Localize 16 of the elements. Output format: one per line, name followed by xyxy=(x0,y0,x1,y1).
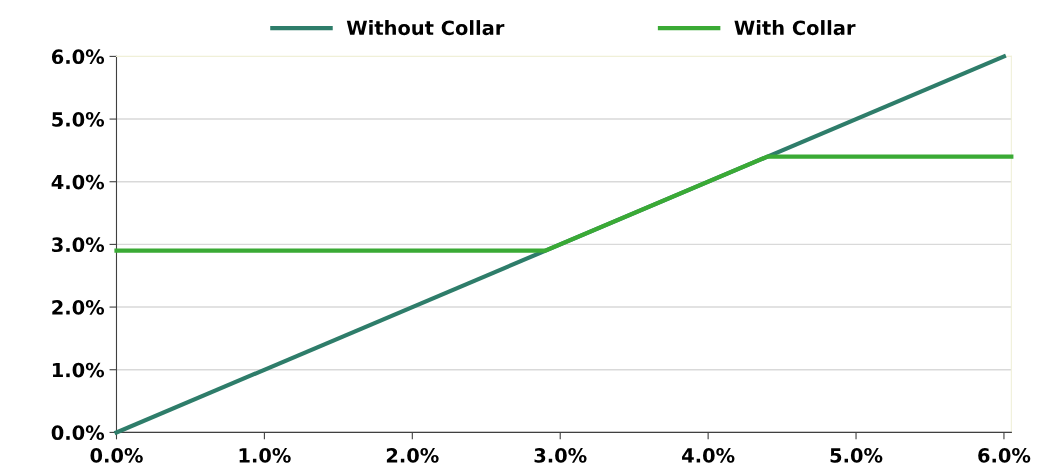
x-tick-label: 2.0% xyxy=(386,448,439,463)
legend-label: With Collar xyxy=(734,20,856,36)
y-tick-label: 1.0% xyxy=(52,362,105,378)
x-tick-label: 1.0% xyxy=(239,448,291,463)
x-tick-label: 3.0% xyxy=(534,448,587,463)
x-tick-label: 0.0% xyxy=(90,448,143,463)
y-tick-label: 3.0% xyxy=(52,237,105,253)
x-tick-label: 4.0% xyxy=(682,448,735,463)
y-tick-label: 2.0% xyxy=(52,300,105,315)
y-tick-label: 0.0% xyxy=(51,425,105,441)
x-tick-label: 5.0% xyxy=(830,448,883,463)
y-tick-label: 4.0% xyxy=(51,174,105,190)
x-tick-label: 6.0% xyxy=(978,448,1031,463)
y-tick-label: 6.0% xyxy=(51,49,105,65)
legend-label: Without Collar xyxy=(346,20,505,36)
y-tick-label: 5.0% xyxy=(52,112,105,127)
